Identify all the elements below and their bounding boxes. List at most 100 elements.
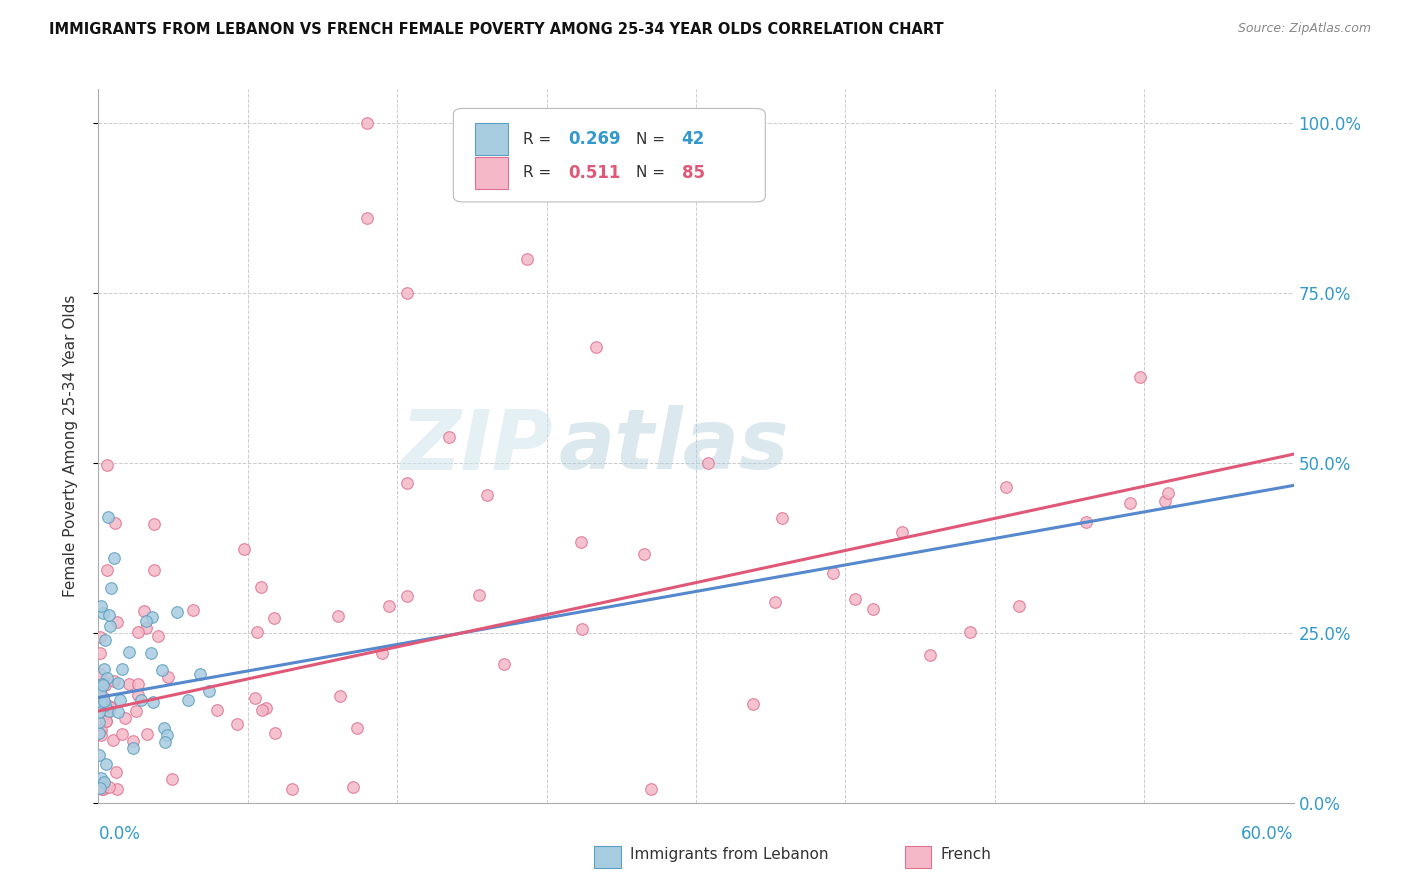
Point (96, 706, 118, 720)
Point (100, 619, 122, 633)
Point (342, 780, 364, 794)
Text: 0.269: 0.269 (568, 130, 620, 148)
Point (143, 517, 166, 532)
Point (135, 614, 157, 628)
Point (994, 480, 1017, 494)
Point (94, 677, 117, 691)
Point (108, 693, 131, 707)
Point (93, 694, 115, 708)
Point (585, 341, 607, 355)
Point (160, 772, 183, 787)
Point (250, 580, 273, 594)
Point (91, 690, 114, 704)
Point (959, 625, 981, 640)
Point (492, 657, 515, 671)
Point (396, 476, 419, 491)
Text: Immigrants from Lebanon: Immigrants from Lebanon (630, 847, 828, 862)
Point (225, 716, 247, 731)
Point (97, 704, 120, 718)
Point (94, 632, 117, 647)
Point (121, 733, 143, 747)
Point (98, 698, 121, 713)
Point (104, 516, 127, 531)
Point (107, 705, 129, 719)
Point (396, 286, 419, 301)
Point (143, 563, 166, 577)
Text: 42: 42 (682, 130, 704, 148)
Point (111, 662, 134, 676)
Point (93, 663, 115, 677)
Point (87, 715, 110, 730)
Point (125, 704, 148, 718)
Point (377, 599, 399, 613)
Text: 0.511: 0.511 (568, 164, 620, 182)
Text: Source: ZipAtlas.com: Source: ZipAtlas.com (1237, 22, 1371, 36)
Point (94, 714, 117, 729)
Bar (475, 157, 509, 189)
Text: R =: R = (523, 132, 555, 146)
Point (87, 747, 110, 762)
Point (585, 116, 607, 130)
Point (93, 674, 115, 689)
Point (135, 621, 157, 635)
Text: 60.0%: 60.0% (1241, 825, 1294, 843)
Bar (905, 846, 931, 869)
Point (132, 604, 155, 618)
Point (1129, 370, 1152, 384)
Point (90, 772, 112, 786)
Point (94, 714, 117, 728)
Point (197, 684, 219, 698)
Point (89, 780, 111, 795)
Point (205, 703, 228, 717)
Point (91, 606, 114, 620)
Point (356, 211, 378, 226)
Point (100, 581, 122, 595)
Text: N =: N = (637, 132, 671, 146)
Point (152, 663, 174, 677)
Point (89, 667, 111, 681)
Text: N =: N = (637, 165, 671, 180)
Point (141, 609, 163, 624)
Point (91, 677, 114, 691)
Point (98, 607, 121, 622)
Point (87, 726, 110, 740)
Text: atlas: atlas (558, 406, 789, 486)
Point (571, 622, 593, 636)
FancyBboxPatch shape (453, 109, 765, 202)
Point (118, 645, 141, 659)
Point (93, 775, 115, 789)
Point (250, 703, 273, 717)
Point (633, 547, 655, 561)
Point (516, 252, 538, 266)
Point (96, 671, 118, 685)
Point (87, 705, 110, 719)
Point (91, 782, 114, 797)
Point (105, 615, 128, 630)
Point (862, 602, 884, 616)
Point (90, 723, 112, 738)
Point (96, 458, 118, 472)
Point (90, 728, 112, 742)
Text: ZIP: ZIP (399, 406, 553, 486)
Point (263, 611, 285, 625)
Point (918, 648, 941, 662)
Text: R =: R = (523, 165, 561, 180)
Point (153, 721, 176, 735)
Point (640, 782, 662, 797)
Point (254, 701, 277, 715)
Point (1156, 486, 1178, 500)
Point (98, 780, 121, 794)
Point (89, 646, 111, 660)
Point (97, 510, 120, 524)
Point (107, 675, 129, 690)
Point (91, 782, 114, 797)
Text: 85: 85 (682, 164, 704, 182)
Bar (595, 846, 620, 869)
Point (246, 624, 269, 639)
Point (118, 676, 141, 690)
Point (93, 698, 115, 712)
Point (89, 695, 111, 709)
Point (742, 697, 765, 711)
Point (103, 551, 125, 566)
Point (93, 777, 115, 791)
